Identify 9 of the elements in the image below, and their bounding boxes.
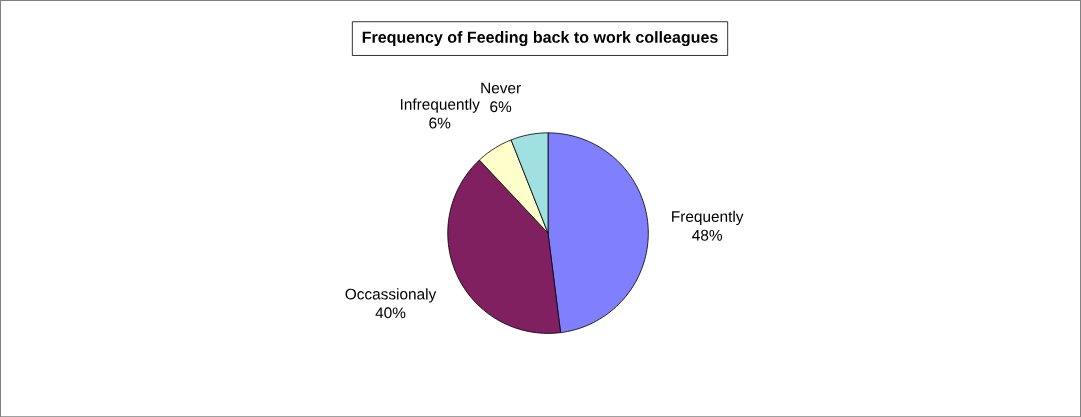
data-label: 40%: [375, 307, 406, 319]
chart-title: Frequency of Feeding back to work colleagues: [362, 31, 718, 47]
slice-label: Frequently: [672, 210, 744, 225]
slice-label: Occassionaly: [345, 288, 437, 303]
slice-label: Never: [481, 82, 521, 94]
data-label: 6%: [429, 117, 451, 129]
slice-label: Infrequently: [400, 98, 480, 113]
data-label: 6%: [490, 101, 512, 113]
data-label: 48%: [692, 229, 723, 241]
